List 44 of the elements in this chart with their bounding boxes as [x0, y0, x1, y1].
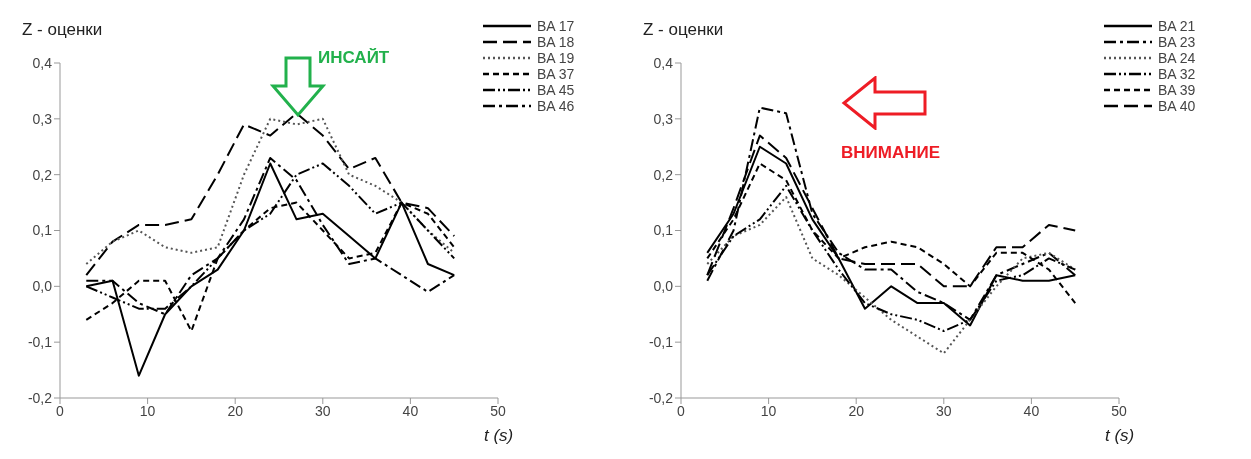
y-tick-label: 0,1 [32, 222, 53, 239]
legend-label: BA 40 [1158, 98, 1196, 114]
y-tick-label: 0,0 [32, 278, 53, 295]
legend-label: BA 45 [537, 82, 575, 98]
x-tick-label: 20 [848, 402, 865, 419]
y-tick-label: 0,2 [32, 166, 53, 183]
y-tick-label: -0,2 [27, 389, 53, 406]
x-tick-label: 20 [227, 402, 244, 419]
legend-label: BA 46 [537, 98, 575, 114]
x-tick-label: 30 [315, 402, 331, 419]
y-tick-label: -0,1 [648, 334, 674, 351]
y-tick-label: -0,1 [27, 334, 53, 351]
x-axis-title: t (s) [484, 426, 514, 446]
annotation: ИНСАЙТ [318, 48, 390, 68]
legend-label: BA 21 [1158, 18, 1196, 34]
x-tick-label: 50 [490, 402, 506, 419]
legend-label: BA 37 [537, 66, 575, 82]
annotation: ВНИМАНИЕ [841, 143, 941, 163]
y-tick-label: 0,4 [32, 54, 53, 71]
x-tick-label: 0 [677, 402, 686, 419]
x-tick-label: 50 [1111, 402, 1127, 419]
x-tick-label: 40 [402, 402, 419, 419]
y-tick-label: 0,0 [653, 278, 674, 295]
y-axis-title: Z - оценки [643, 20, 724, 40]
x-tick-label: 0 [56, 402, 65, 419]
legend-label: BA 32 [1158, 66, 1196, 82]
x-tick-label: 40 [1023, 402, 1040, 419]
x-tick-label: 10 [139, 402, 156, 419]
legend-label: BA 19 [537, 50, 575, 66]
legend-label: BA 17 [537, 18, 575, 34]
x-axis-title: t (s) [1105, 426, 1135, 446]
y-tick-label: 0,1 [653, 222, 674, 239]
legend-label: BA 24 [1158, 50, 1196, 66]
y-tick-label: 0,2 [653, 166, 674, 183]
y-tick-label: -0,2 [648, 389, 674, 406]
y-tick-label: 0,3 [653, 110, 674, 127]
legend-label: BA 18 [537, 34, 575, 50]
y-tick-label: 0,3 [32, 110, 53, 127]
y-axis-title: Z - оценки [22, 20, 103, 40]
y-tick-label: 0,4 [653, 54, 674, 71]
x-tick-label: 10 [760, 402, 777, 419]
legend-label: BA 23 [1158, 34, 1196, 50]
legend-label: BA 39 [1158, 82, 1196, 98]
x-tick-label: 30 [936, 402, 952, 419]
